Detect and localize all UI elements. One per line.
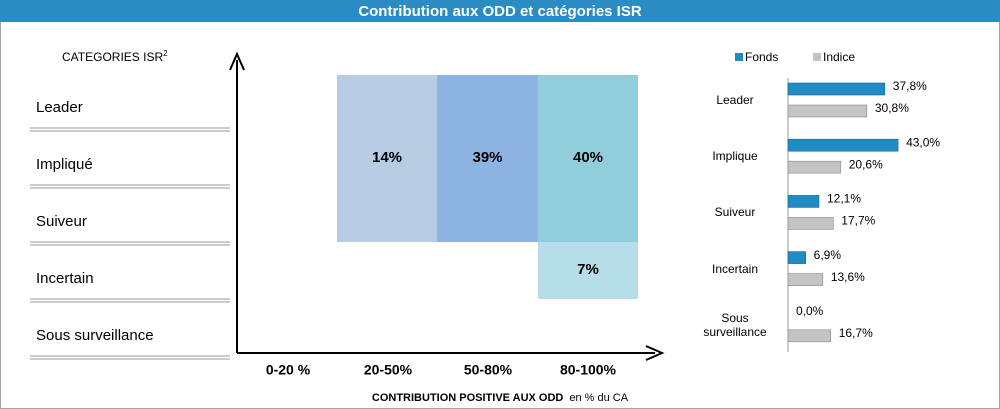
row-label: Leader: [36, 99, 83, 116]
row-label: Sous surveillance: [36, 327, 154, 344]
x-title-text: CONTRIBUTION POSITIVE AUX ODD: [372, 392, 564, 404]
value-label: 37,8%: [893, 79, 927, 93]
value-label: 43,0%: [906, 135, 940, 149]
title-band: [0, 0, 1000, 22]
matrix-cell: [337, 75, 437, 242]
y-title-sup: 2: [163, 49, 168, 58]
cell-label: 40%: [573, 149, 603, 166]
x-title-unit: en % du CA: [569, 392, 628, 404]
column-label: 20-50%: [364, 362, 413, 378]
bar: [787, 104, 868, 118]
category-label: Implique: [712, 149, 758, 164]
bar: [787, 251, 806, 264]
value-label: 17,7%: [841, 214, 875, 228]
matrix-cell: [538, 75, 638, 242]
value-label: 20,6%: [849, 157, 883, 171]
cell-label: 14%: [372, 149, 402, 166]
y-title-text: CATEGORIES ISR: [62, 50, 163, 64]
row-label: Suiveur: [36, 213, 87, 230]
column-label: 0-20 %: [266, 362, 311, 378]
x-arrow: [645, 345, 665, 361]
bar: [787, 160, 842, 174]
value-label: 16,7%: [839, 326, 873, 340]
bar: [787, 82, 886, 96]
value-label: 12,1%: [827, 192, 861, 206]
matrix-cell: [538, 242, 638, 299]
column-label: 80-100%: [560, 362, 617, 378]
matrix-cell: [437, 75, 538, 242]
value-label: 0,0%: [796, 304, 824, 318]
bar: [787, 138, 899, 152]
y-title: CATEGORIES ISR2: [62, 49, 168, 64]
category-label: Leader: [716, 93, 754, 107]
category-label: Sous surveillance: [703, 310, 767, 339]
bar: [787, 329, 832, 343]
category-label: Suiveur: [714, 205, 756, 220]
legend-swatch: [735, 53, 743, 61]
bar: [787, 195, 820, 208]
value-label: 13,6%: [831, 270, 865, 284]
row-label: Impliqué: [36, 156, 93, 173]
cell-label: 39%: [472, 149, 502, 166]
legend-swatch: [813, 53, 821, 61]
row-label: Incertain: [36, 270, 94, 287]
value-label: 30,8%: [875, 101, 909, 115]
bar: [787, 217, 834, 230]
bar: [787, 273, 824, 286]
column-label: 50-80%: [464, 362, 513, 378]
legend-label: Indice: [823, 50, 855, 64]
y-arrow: [229, 51, 245, 71]
cell-label: 7%: [577, 261, 599, 278]
category-label: Incertain: [711, 261, 759, 276]
legend-label: Fonds: [745, 50, 778, 64]
value-label: 6,9%: [814, 248, 842, 262]
title: Contribution aux ODD et catégories ISR: [358, 3, 642, 20]
x-title: CONTRIBUTION POSITIVE AUX ODD en % du CA: [372, 392, 629, 404]
